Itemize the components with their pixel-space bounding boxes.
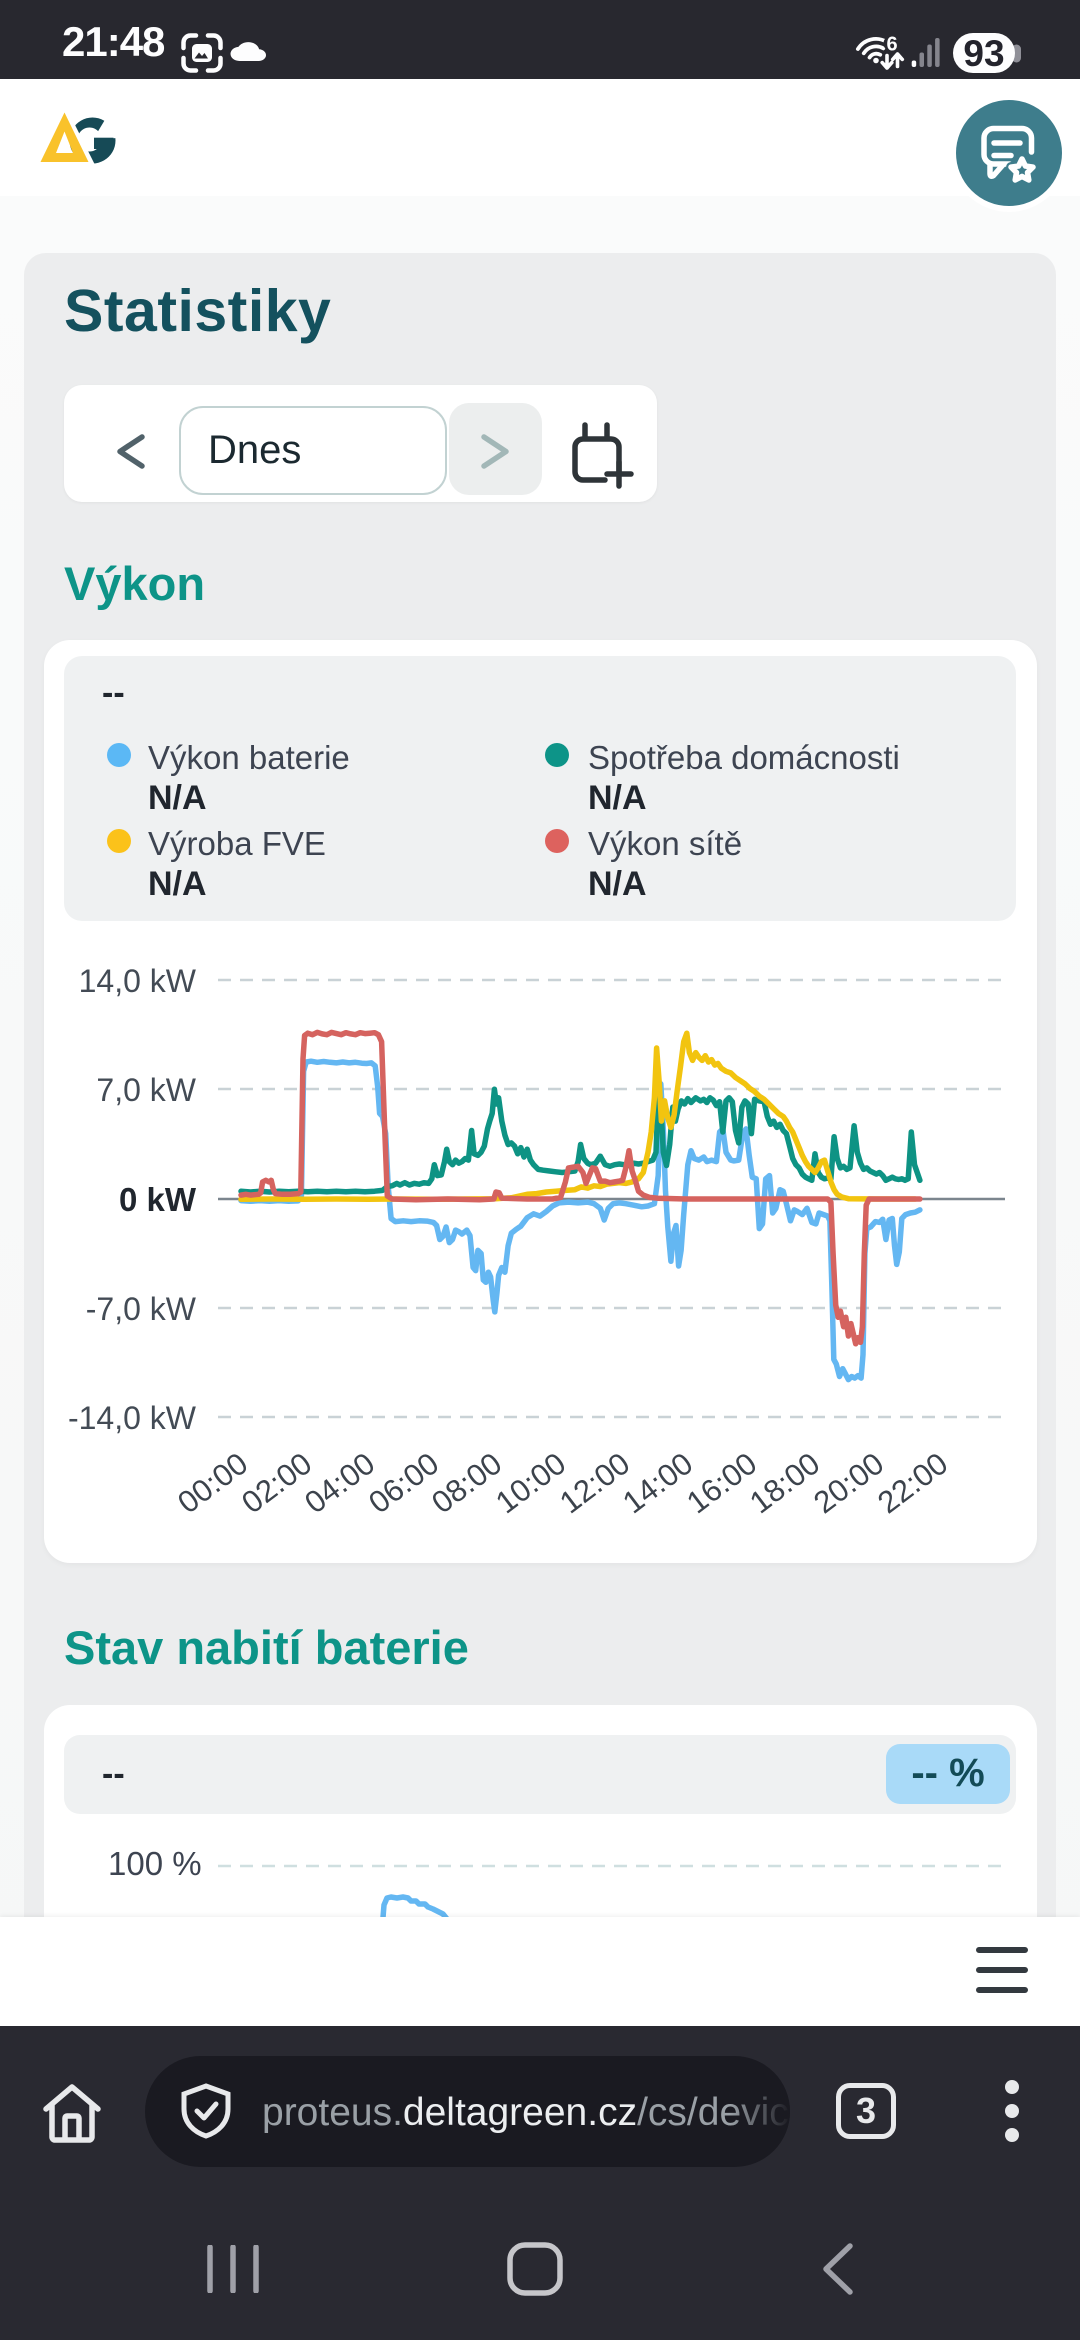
svg-text:08:00: 08:00: [425, 1446, 508, 1521]
svg-text:20:00: 20:00: [807, 1446, 890, 1521]
svg-text:00:00: 00:00: [171, 1446, 254, 1521]
svg-text:10:00: 10:00: [489, 1446, 572, 1521]
svg-text:16:00: 16:00: [680, 1446, 763, 1521]
svg-text:-14,0 kW: -14,0 kW: [68, 1400, 197, 1436]
svg-text:7,0 kW: 7,0 kW: [96, 1072, 196, 1108]
svg-text:22:00: 22:00: [871, 1446, 954, 1521]
svg-text:14,0 kW: 14,0 kW: [79, 963, 197, 999]
svg-text:6: 6: [887, 34, 898, 56]
svg-text:06:00: 06:00: [362, 1446, 445, 1521]
svg-text:12:00: 12:00: [553, 1446, 636, 1521]
svg-text:02:00: 02:00: [235, 1446, 318, 1521]
svg-text:14:00: 14:00: [616, 1446, 699, 1521]
svg-text:18:00: 18:00: [743, 1446, 826, 1521]
svg-text:04:00: 04:00: [298, 1446, 381, 1521]
svg-text:93: 93: [963, 33, 1004, 74]
svg-text:-7,0 kW: -7,0 kW: [86, 1291, 197, 1327]
svg-text:0 kW: 0 kW: [119, 1181, 197, 1218]
